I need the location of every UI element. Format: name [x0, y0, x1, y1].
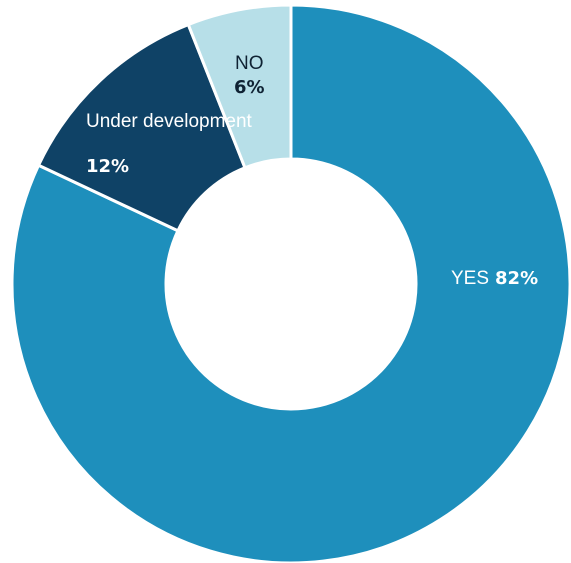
slice-label-under-development: Under development: [86, 111, 253, 132]
slice-yes: [10, 3, 571, 563]
slice-under-development: [37, 23, 247, 233]
slice-value-under-development: 12%: [86, 156, 129, 177]
slice-no: [186, 3, 293, 170]
slice-value-no: 6%: [234, 77, 265, 98]
slice-label-yes: YES 82%: [451, 268, 538, 289]
slice-label-no: NO: [235, 53, 264, 74]
